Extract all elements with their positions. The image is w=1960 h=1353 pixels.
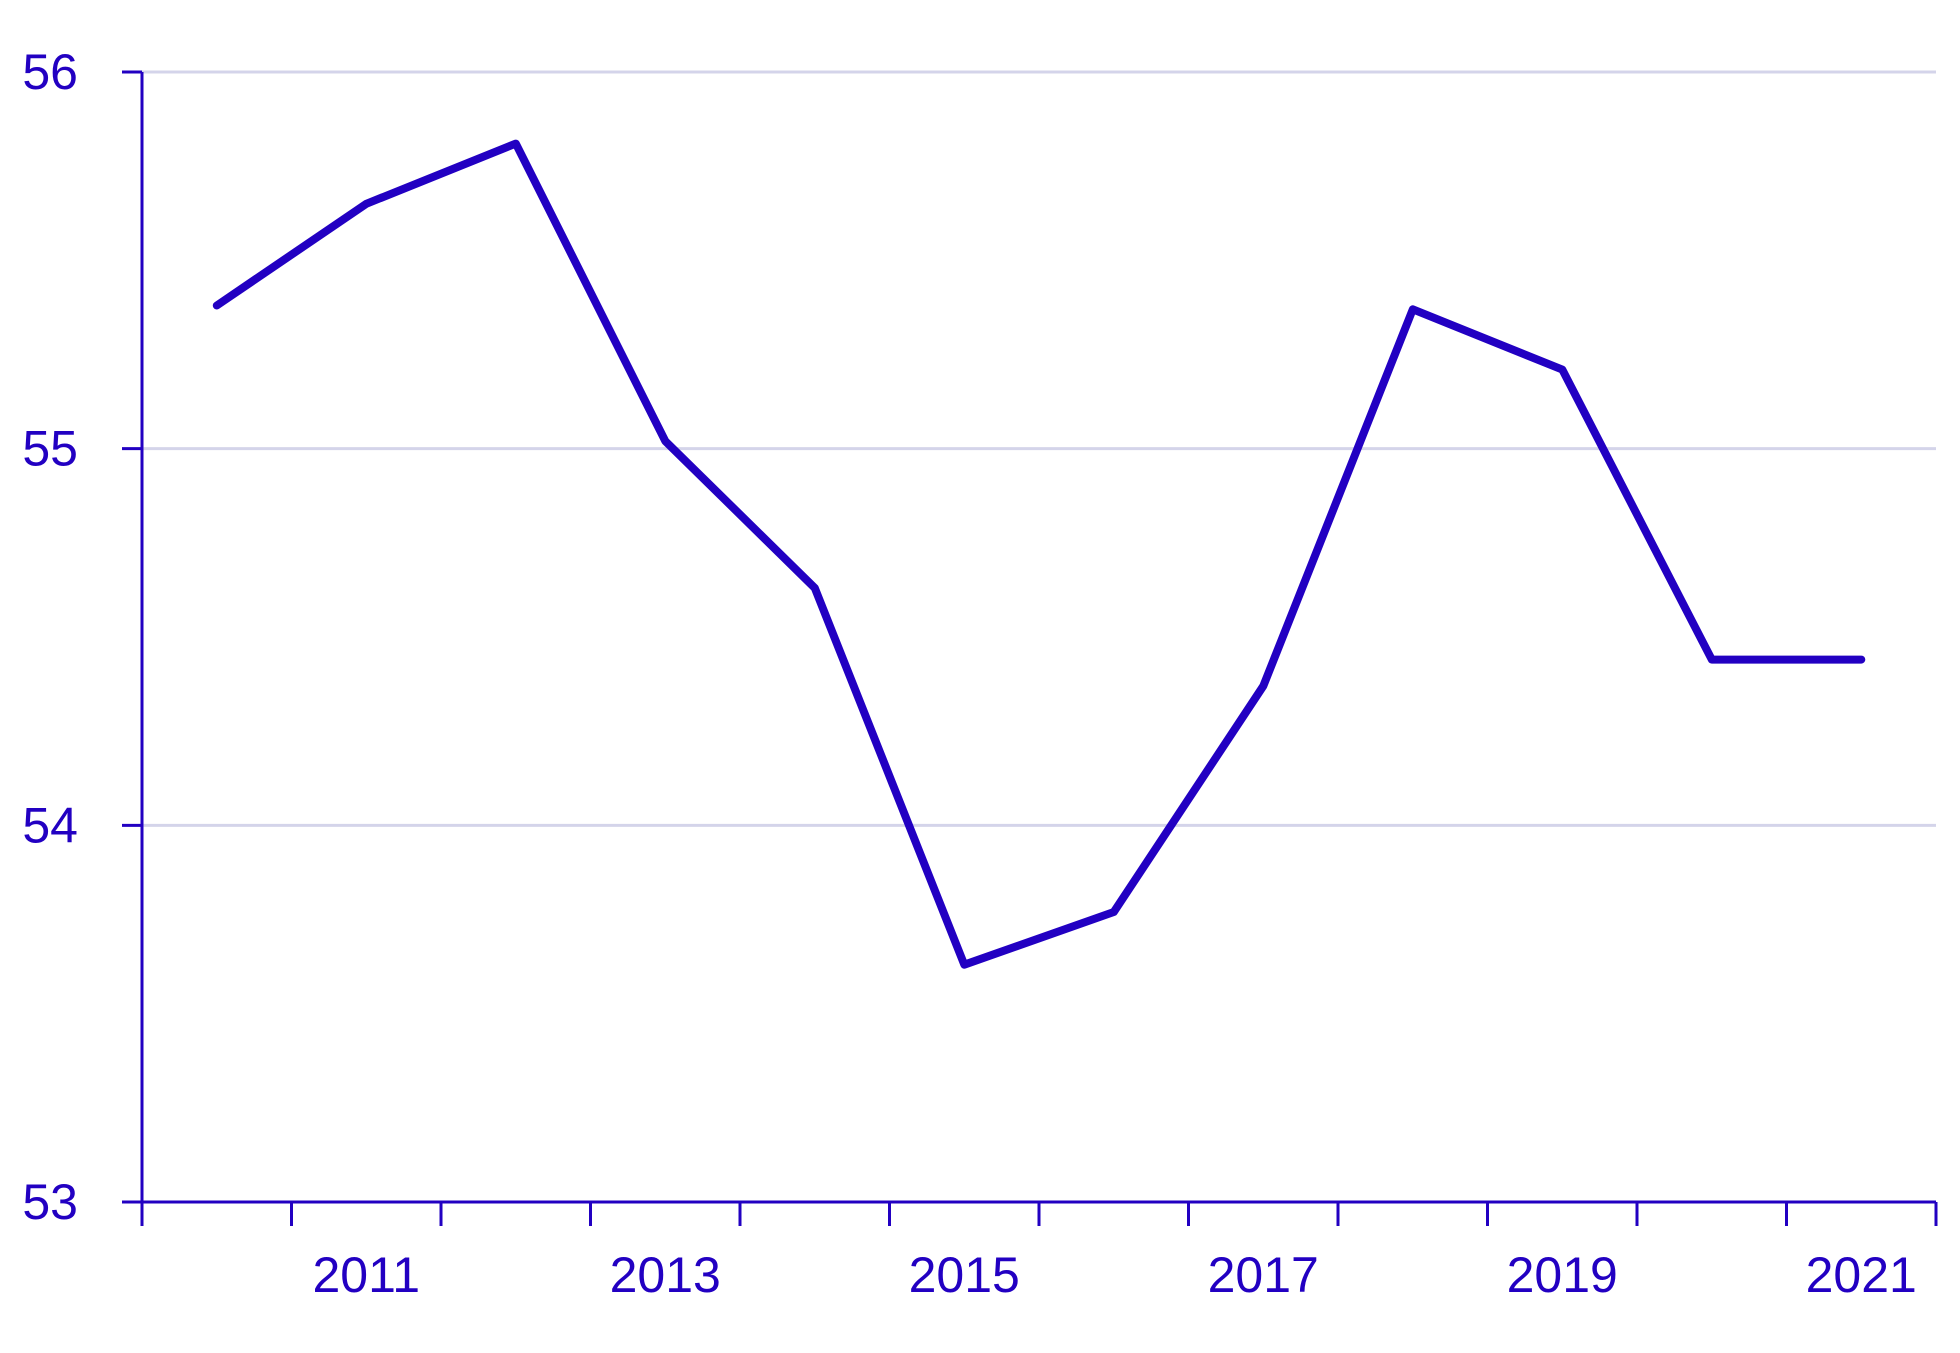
data-point-2016 bbox=[1110, 908, 1118, 916]
x-tick-label: 2021 bbox=[1806, 1247, 1917, 1303]
data-point-2011 bbox=[362, 200, 370, 208]
x-tick-label: 2015 bbox=[909, 1247, 1020, 1303]
y-tick-label: 54 bbox=[22, 797, 78, 853]
data-point-2014 bbox=[811, 584, 819, 592]
data-point-2017 bbox=[1259, 682, 1267, 690]
y-tick-label: 55 bbox=[22, 421, 78, 477]
x-tick-label: 2013 bbox=[610, 1247, 721, 1303]
y-tick-label: 53 bbox=[22, 1174, 78, 1230]
data-point-2019 bbox=[1558, 366, 1566, 374]
x-tick-label: 2019 bbox=[1507, 1247, 1618, 1303]
data-point-2020 bbox=[1708, 656, 1716, 664]
data-point-2012 bbox=[512, 140, 520, 148]
gridlines bbox=[142, 70, 1936, 827]
series-line-0 bbox=[212, 139, 1866, 969]
tick-labels: 53 54 55 56 2011 2013 2015 2017 2019 2021 bbox=[22, 44, 1916, 1303]
data-point-2015 bbox=[960, 961, 968, 969]
x-tick-label: 2011 bbox=[312, 1247, 420, 1303]
data-point-2010 bbox=[213, 302, 221, 310]
tick-marks bbox=[122, 70, 1938, 1226]
y-tick-label: 56 bbox=[22, 44, 78, 100]
data-point-2021 bbox=[1857, 656, 1865, 664]
data-point-2013 bbox=[661, 437, 669, 445]
axes bbox=[140, 72, 1936, 1204]
data-point-2018 bbox=[1409, 305, 1417, 313]
series-group bbox=[212, 139, 1866, 969]
x-tick-label: 2017 bbox=[1208, 1247, 1319, 1303]
